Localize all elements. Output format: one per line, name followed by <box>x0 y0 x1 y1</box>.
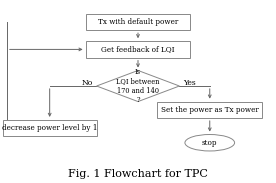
Text: Is
LQI between
170 and 140
?: Is LQI between 170 and 140 ? <box>116 68 160 104</box>
Text: Get feedback of LQI: Get feedback of LQI <box>101 45 175 53</box>
Polygon shape <box>97 70 179 102</box>
Text: decrease power level by 1: decrease power level by 1 <box>2 124 97 132</box>
Text: No: No <box>81 79 92 87</box>
Ellipse shape <box>185 135 235 151</box>
FancyBboxPatch shape <box>86 41 190 58</box>
FancyBboxPatch shape <box>3 120 97 136</box>
Text: Set the power as Tx power: Set the power as Tx power <box>161 106 259 114</box>
FancyBboxPatch shape <box>86 14 190 30</box>
FancyBboxPatch shape <box>157 102 262 118</box>
Text: stop: stop <box>202 139 217 147</box>
Text: Fig. 1 Flowchart for TPC: Fig. 1 Flowchart for TPC <box>68 169 208 179</box>
Text: Tx with default power: Tx with default power <box>98 18 178 26</box>
Text: Yes: Yes <box>183 79 195 87</box>
